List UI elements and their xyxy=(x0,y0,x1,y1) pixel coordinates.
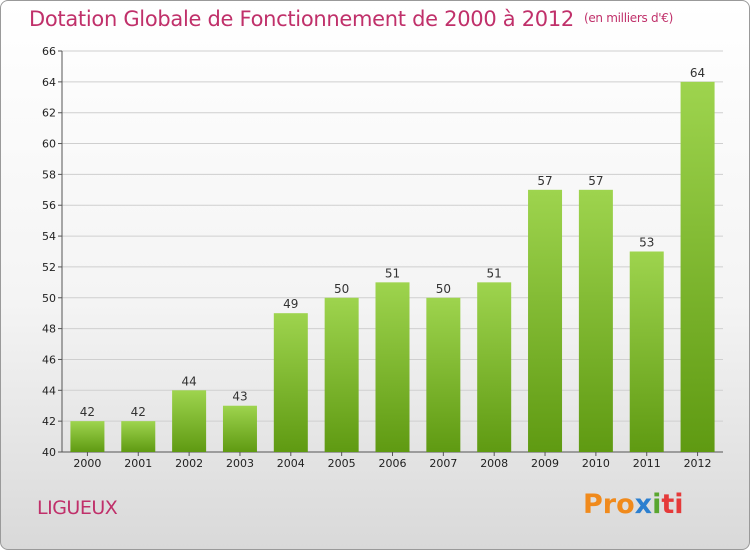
value-label-2012: 64 xyxy=(690,66,705,80)
value-label-2007: 50 xyxy=(436,282,451,296)
y-tick-label: 66 xyxy=(42,45,56,58)
x-tick-label-2004: 2004 xyxy=(277,457,305,470)
y-tick-label: 48 xyxy=(42,323,56,336)
x-tick-label-2011: 2011 xyxy=(633,457,661,470)
x-tick-label-2008: 2008 xyxy=(480,457,508,470)
bar-2002 xyxy=(172,390,207,452)
value-label-2011: 53 xyxy=(639,236,654,250)
bars xyxy=(70,81,715,453)
y-tick-label: 42 xyxy=(42,415,56,428)
value-label-2004: 49 xyxy=(283,297,298,311)
commune-name: LIGUEUX xyxy=(37,497,118,519)
x-tick-label-2009: 2009 xyxy=(531,457,559,470)
y-tick-label: 56 xyxy=(42,199,56,212)
chart-title: Dotation Globale de Fonctionnement de 20… xyxy=(29,7,673,31)
bar-2012 xyxy=(680,81,715,452)
y-tick-label: 52 xyxy=(42,261,56,274)
value-label-2010: 57 xyxy=(588,174,603,188)
value-label-2009: 57 xyxy=(537,174,552,188)
bar-2008 xyxy=(477,282,512,452)
x-tick-label-2003: 2003 xyxy=(226,457,254,470)
y-tick-label: 62 xyxy=(42,107,56,120)
y-tick-label: 60 xyxy=(42,138,56,151)
x-tick-label-2010: 2010 xyxy=(582,457,610,470)
x-tick-label-2005: 2005 xyxy=(328,457,356,470)
y-tick-label: 58 xyxy=(42,168,56,181)
logo-part-1: Pro xyxy=(583,489,635,520)
x-tick-label-2002: 2002 xyxy=(175,457,203,470)
y-tick-label: 44 xyxy=(42,384,56,397)
x-tick-label-2012: 2012 xyxy=(684,457,712,470)
bar-2004 xyxy=(273,313,308,452)
chart-subtitle: (en milliers d'€) xyxy=(583,11,673,25)
chart-title-text: Dotation Globale de Fonctionnement de 20… xyxy=(29,7,574,31)
y-tick-label: 54 xyxy=(42,230,56,243)
bar-2006 xyxy=(375,282,410,452)
logo-part-4: ti xyxy=(661,489,684,520)
bar-2011 xyxy=(629,251,664,452)
y-tick-label: 40 xyxy=(42,446,56,459)
value-label-2003: 43 xyxy=(232,390,247,404)
y-tick-labels: 40 42 44 46 48 50 52 54 56 58 60 62 64 66 xyxy=(42,45,56,459)
value-label-2006: 51 xyxy=(385,266,400,280)
value-labels: 42 42 44 43 49 50 51 50 51 57 57 53 64 xyxy=(80,66,705,419)
logo-part-2: x xyxy=(634,489,653,520)
x-tick-label-2007: 2007 xyxy=(429,457,457,470)
value-label-2005: 50 xyxy=(334,282,349,296)
x-tick-label-2006: 2006 xyxy=(379,457,407,470)
bar-2010 xyxy=(578,189,613,453)
value-label-2002: 44 xyxy=(181,374,196,388)
y-tick-label: 64 xyxy=(42,76,56,89)
bar-2000 xyxy=(70,421,105,452)
x-tick-labels: 2000 2001 2002 2003 2004 2005 2006 2007 2008 2009… xyxy=(73,452,712,470)
value-label-2000: 42 xyxy=(80,405,95,419)
value-label-2001: 42 xyxy=(131,405,146,419)
x-tick-label-2001: 2001 xyxy=(124,457,152,470)
logo-part-3: i xyxy=(652,489,662,520)
bar-2005 xyxy=(324,297,359,452)
bar-2003 xyxy=(222,405,257,452)
value-label-2008: 51 xyxy=(487,266,502,280)
bar-2001 xyxy=(121,421,156,452)
x-tick-label-2000: 2000 xyxy=(73,457,101,470)
bar-2009 xyxy=(528,189,563,453)
y-tick-label: 46 xyxy=(42,353,56,366)
y-tick-label: 50 xyxy=(42,292,56,305)
bar-2007 xyxy=(426,297,461,452)
proxiti-logo: Proxiti xyxy=(583,489,684,520)
